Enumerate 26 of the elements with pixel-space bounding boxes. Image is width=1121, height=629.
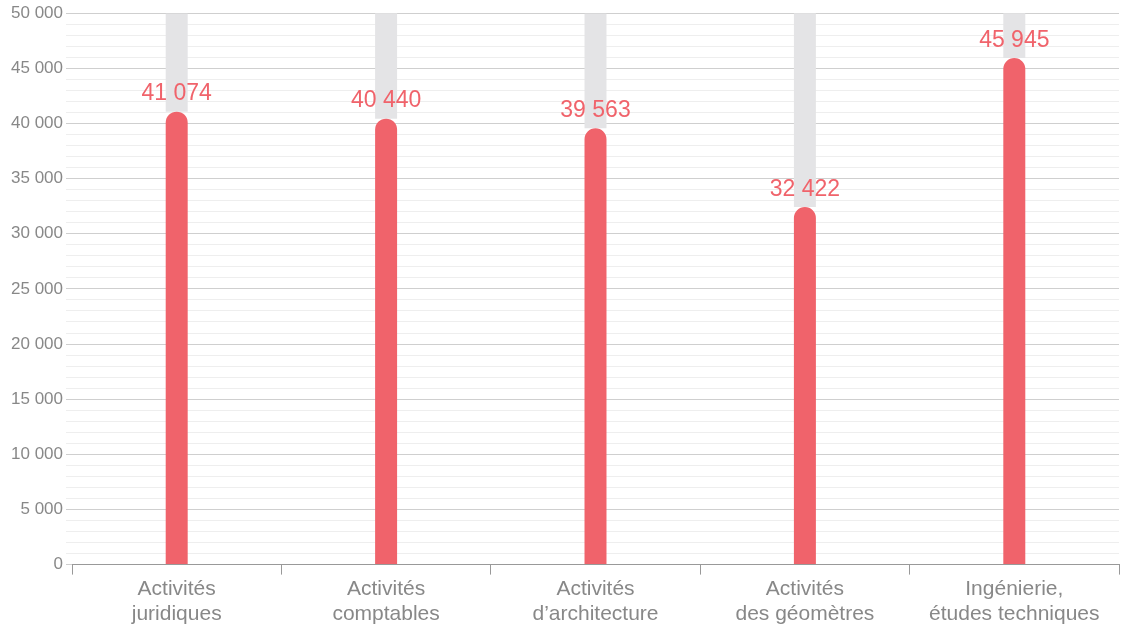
y-tick-label: 0: [53, 554, 63, 574]
y-tick-label: 35 000: [11, 168, 63, 188]
x-tick-label: Activités d’architecture: [532, 576, 659, 625]
bar: [375, 118, 398, 565]
data-label: 40 440: [350, 86, 422, 113]
x-tick-label: Activités comptables: [332, 576, 440, 625]
bar: [1003, 57, 1026, 565]
data-label: 41 074: [141, 79, 213, 106]
x-tick-label: Activités juridiques: [130, 576, 222, 625]
bar: [793, 207, 816, 565]
data-label: 32 422: [769, 174, 841, 201]
x-tick-label: Ingénierie, études techniques: [929, 576, 1100, 625]
y-tick-label: 45 000: [11, 58, 63, 78]
y-tick-label: 10 000: [11, 444, 63, 464]
bar: [584, 128, 607, 565]
y-tick-label: 15 000: [11, 388, 63, 408]
data-label: 39 563: [560, 96, 631, 123]
y-tick-label: 50 000: [11, 2, 63, 22]
y-tick-label: 5 000: [20, 499, 63, 519]
y-tick-label: 40 000: [11, 113, 63, 133]
x-tick-label: Activités des géomètres: [735, 576, 875, 625]
y-tick-label: 30 000: [11, 223, 63, 243]
data-label: 45 945: [979, 25, 1050, 52]
bar: [165, 111, 188, 565]
y-tick-label: 25 000: [11, 278, 63, 298]
y-tick-label: 20 000: [11, 333, 63, 353]
